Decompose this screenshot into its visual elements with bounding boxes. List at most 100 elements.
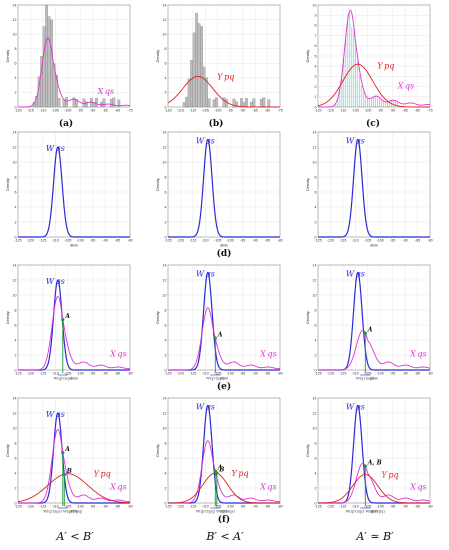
series-label: Y pq xyxy=(217,72,234,81)
histogram-bar xyxy=(235,101,238,108)
histogram-bar xyxy=(222,97,226,108)
x-tick-label: -80 xyxy=(265,109,270,113)
chart-panel-a: -120 -115 -110 -105 -100 -95 -90 -85 -80 -75 0 2 4 6 8… xyxy=(6,3,133,112)
x-tick-label: -90 xyxy=(403,239,408,243)
y-tick-label: 8 xyxy=(315,24,317,28)
x-tick-label: -110 xyxy=(202,239,209,243)
y-tick-label: 12 xyxy=(13,411,17,415)
series-label: W qs xyxy=(46,410,65,419)
marker-dot xyxy=(363,464,367,468)
y-tick-label: 12 xyxy=(313,411,317,415)
series-line-x xyxy=(18,296,131,371)
y-tick-label: 10 xyxy=(163,160,167,164)
histogram-bar xyxy=(245,98,248,108)
histogram-bar xyxy=(65,97,68,108)
histogram-bar xyxy=(250,101,253,108)
x-tick-label: -110 xyxy=(52,239,59,243)
y-tick-label: 4 xyxy=(165,76,167,80)
x-tick-label: -115 xyxy=(39,239,46,243)
x-tick-label: -85 xyxy=(115,239,120,243)
y-tick-label: 0 xyxy=(165,235,167,239)
y-tick-label: 12 xyxy=(313,278,317,282)
histogram-bar xyxy=(45,5,48,108)
series-label: X qs xyxy=(409,350,427,359)
x-tick-label: -100 xyxy=(377,372,384,376)
series-label: X qs xyxy=(97,87,115,96)
x-tick-label: -110 xyxy=(352,372,359,376)
x-tick-label: -80 xyxy=(427,372,432,376)
series-line-x xyxy=(168,307,281,371)
histogram-bar xyxy=(47,16,51,108)
histogram-bar xyxy=(207,98,211,108)
marker-label: A xyxy=(367,327,373,334)
y-tick-label: 2 xyxy=(315,85,317,89)
y-axis-label: Density xyxy=(6,311,10,324)
y-tick-label: 4 xyxy=(165,205,167,209)
x-tick-label: -125 xyxy=(164,372,171,376)
x-tick-label: -75 xyxy=(427,109,432,113)
x-tick-label: -85 xyxy=(415,239,420,243)
series-label: Y pq xyxy=(231,469,248,478)
y-axis-label: Density xyxy=(156,444,160,457)
y-tick-label: 4 xyxy=(15,471,17,475)
y-tick-label: 8 xyxy=(315,175,317,179)
y-tick-label: 10 xyxy=(163,426,167,430)
x-tick-label: -95 xyxy=(390,505,395,509)
y-tick-label: 8 xyxy=(165,175,167,179)
x-tick-label: -80 xyxy=(427,505,432,509)
series-label: Y pq xyxy=(377,61,394,70)
y-tick-label: 0 xyxy=(165,105,167,109)
y-tick-label: 4 xyxy=(315,65,317,69)
histogram-bar xyxy=(262,97,266,108)
y-tick-label: 8 xyxy=(15,308,17,312)
plot-area xyxy=(17,397,131,504)
y-tick-label: 4 xyxy=(165,471,167,475)
chart-panel-e3: -125 -120 -115 -110 -105 -100 -95 -90 -85 -80 0 2 4 6… xyxy=(306,263,433,380)
x-tick-label: -95 xyxy=(240,372,245,376)
chart-panel-c: -120 -115 -110 -105 -100 -95 -90 -85 -80 -75 0 1 2 3 4… xyxy=(306,3,433,112)
plot-area xyxy=(317,131,431,238)
x-axis-label: dBm xyxy=(370,510,378,514)
y-tick-label: 6 xyxy=(15,190,17,194)
y-tick-label: 2 xyxy=(165,220,167,224)
histogram-bar xyxy=(102,98,106,108)
marker-label: A xyxy=(217,465,223,472)
x-tick-label: -125 xyxy=(14,239,21,243)
y-tick-label: 14 xyxy=(313,130,317,134)
x-tick-label: -120 xyxy=(27,505,34,509)
marker-sub-label: W(q)′(xqs) xyxy=(54,377,73,381)
histogram-bar xyxy=(42,26,46,108)
x-tick-label: -90 xyxy=(253,505,258,509)
y-tick-label: 6 xyxy=(165,323,167,327)
histogram-bar xyxy=(195,12,198,108)
series-label: X qs xyxy=(109,350,127,359)
x-tick-label: -125 xyxy=(164,505,171,509)
marker-dot xyxy=(363,331,367,335)
x-tick-label: -80 xyxy=(415,109,420,113)
y-tick-label: 2 xyxy=(15,486,17,490)
plot-area xyxy=(167,4,281,108)
y-tick-label: 14 xyxy=(313,396,317,400)
x-tick-label: -95 xyxy=(240,239,245,243)
series-line-x xyxy=(318,462,431,504)
y-tick-label: 0 xyxy=(165,368,167,372)
x-tick-label: -125 xyxy=(314,372,321,376)
y-tick-label: 2 xyxy=(315,220,317,224)
x-tick-label: -85 xyxy=(415,505,420,509)
y-tick-label: 12 xyxy=(163,145,167,149)
x-tick-label: -125 xyxy=(314,505,321,509)
y-tick-label: 10 xyxy=(163,32,167,36)
histogram-bar xyxy=(187,78,191,108)
y-tick-label: 12 xyxy=(13,145,17,149)
x-tick-label: -120 xyxy=(14,109,21,113)
y-axis-label: Density xyxy=(156,311,160,324)
x-tick-label: -75 xyxy=(127,109,132,113)
histogram-bar xyxy=(225,99,228,108)
series-line-y xyxy=(318,474,430,504)
y-tick-label: 3 xyxy=(315,75,317,79)
plot-area xyxy=(17,264,131,371)
y-tick-label: 0 xyxy=(315,501,317,505)
x-tick-label: -100 xyxy=(214,109,221,113)
x-tick-label: -105 xyxy=(64,372,71,376)
y-tick-label: 8 xyxy=(165,47,167,51)
